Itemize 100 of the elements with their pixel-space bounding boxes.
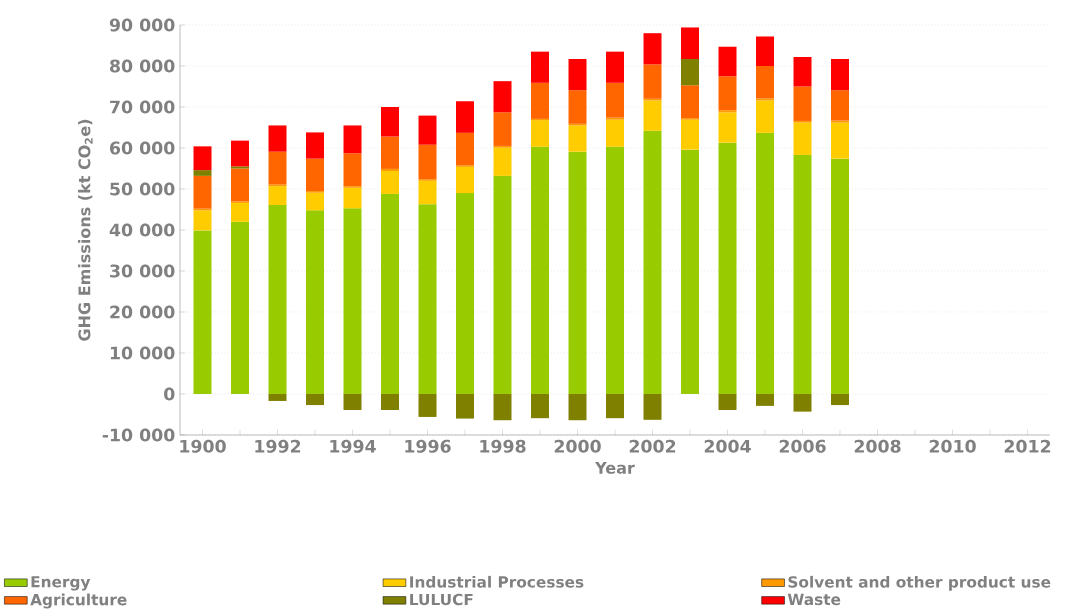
bar bbox=[381, 106, 399, 137]
x-tick-label: 1900 bbox=[180, 439, 226, 453]
y-tick-label: 10 000 bbox=[110, 346, 175, 360]
y-axis-title: GHG Emissions (kt CO$_{2}$e) bbox=[78, 119, 93, 341]
bar bbox=[193, 210, 212, 231]
x-tick-label: 2012 bbox=[1004, 439, 1051, 453]
legend-label: Industrial Processes bbox=[410, 575, 584, 588]
y-tick-label: 60 000 bbox=[110, 141, 175, 155]
bar bbox=[193, 230, 212, 394]
bar bbox=[718, 76, 737, 111]
bar bbox=[793, 393, 812, 412]
bar bbox=[231, 202, 250, 222]
bar bbox=[231, 168, 250, 202]
x-tick-label: 1996 bbox=[405, 439, 451, 453]
bar bbox=[606, 119, 625, 147]
bar bbox=[756, 132, 774, 394]
x-axis-title: Year bbox=[595, 461, 635, 474]
x-tick-label: 2010 bbox=[929, 439, 976, 453]
bar bbox=[531, 120, 550, 147]
bar bbox=[793, 122, 812, 155]
bar bbox=[568, 151, 587, 394]
bar bbox=[193, 175, 212, 209]
bar bbox=[756, 393, 774, 406]
bar bbox=[493, 393, 512, 421]
y-tick-label: 50 000 bbox=[110, 182, 175, 196]
bar bbox=[831, 158, 850, 394]
bar bbox=[268, 393, 287, 401]
bar bbox=[268, 204, 287, 394]
bar bbox=[231, 166, 250, 169]
bar bbox=[456, 132, 475, 166]
legend-label: Solvent and other product use bbox=[788, 575, 1051, 591]
bar bbox=[268, 151, 287, 185]
bar bbox=[568, 393, 587, 421]
bar bbox=[456, 101, 475, 133]
bar bbox=[831, 90, 850, 121]
bar bbox=[681, 27, 700, 60]
bar bbox=[456, 193, 475, 394]
bar bbox=[568, 59, 587, 91]
bar bbox=[418, 180, 437, 205]
bar bbox=[531, 393, 550, 419]
bar bbox=[306, 192, 325, 211]
bar bbox=[831, 120, 850, 123]
bar bbox=[681, 85, 700, 119]
bar bbox=[268, 186, 287, 205]
x-tick-label: 2006 bbox=[779, 439, 826, 453]
bar bbox=[793, 154, 812, 394]
bar bbox=[306, 158, 325, 192]
legend-label: Energy bbox=[31, 576, 91, 591]
bar bbox=[231, 221, 250, 394]
bar bbox=[456, 166, 475, 194]
x-tick-label: 2002 bbox=[629, 439, 676, 453]
y-tick-label: 20 000 bbox=[110, 305, 175, 319]
bar bbox=[568, 125, 587, 152]
bar bbox=[456, 393, 475, 419]
bar bbox=[793, 56, 812, 87]
bar bbox=[381, 170, 399, 194]
bar bbox=[606, 117, 625, 120]
bar bbox=[493, 147, 512, 176]
bar bbox=[681, 119, 700, 150]
bar bbox=[793, 86, 812, 121]
bar bbox=[381, 168, 399, 171]
x-tick-label: 1994 bbox=[330, 439, 376, 453]
bar bbox=[643, 33, 662, 65]
bar bbox=[306, 132, 325, 159]
bar bbox=[531, 82, 550, 119]
bar bbox=[343, 187, 362, 209]
y-tick-label: 90 000 bbox=[109, 18, 175, 32]
y-tick-label: 70 000 bbox=[110, 100, 175, 114]
bar bbox=[531, 51, 550, 83]
bar bbox=[306, 210, 325, 394]
bar bbox=[493, 175, 512, 394]
x-tick-label: 2000 bbox=[554, 439, 601, 453]
bar bbox=[193, 146, 212, 171]
bar bbox=[681, 59, 700, 86]
bar bbox=[568, 90, 587, 124]
bar bbox=[606, 51, 625, 83]
bar bbox=[718, 142, 737, 394]
x-tick-label: 1992 bbox=[255, 439, 301, 453]
bar bbox=[643, 393, 662, 420]
bar bbox=[681, 149, 700, 394]
x-tick-label: 2004 bbox=[704, 439, 751, 453]
bar bbox=[718, 46, 737, 77]
bar bbox=[418, 144, 437, 180]
bar bbox=[193, 170, 212, 176]
bar bbox=[756, 66, 774, 99]
bar bbox=[418, 115, 437, 145]
bar bbox=[831, 393, 850, 406]
bar bbox=[756, 98, 774, 101]
bar bbox=[381, 393, 399, 410]
bar bbox=[418, 393, 437, 417]
bar bbox=[343, 208, 362, 394]
bar bbox=[268, 125, 287, 152]
bar bbox=[718, 112, 737, 143]
bar bbox=[418, 204, 437, 394]
bar bbox=[756, 36, 774, 66]
bar bbox=[493, 81, 512, 113]
bar bbox=[381, 193, 399, 394]
bar bbox=[718, 110, 737, 113]
bar bbox=[343, 153, 362, 187]
y-tick-label: 0 bbox=[164, 387, 175, 401]
